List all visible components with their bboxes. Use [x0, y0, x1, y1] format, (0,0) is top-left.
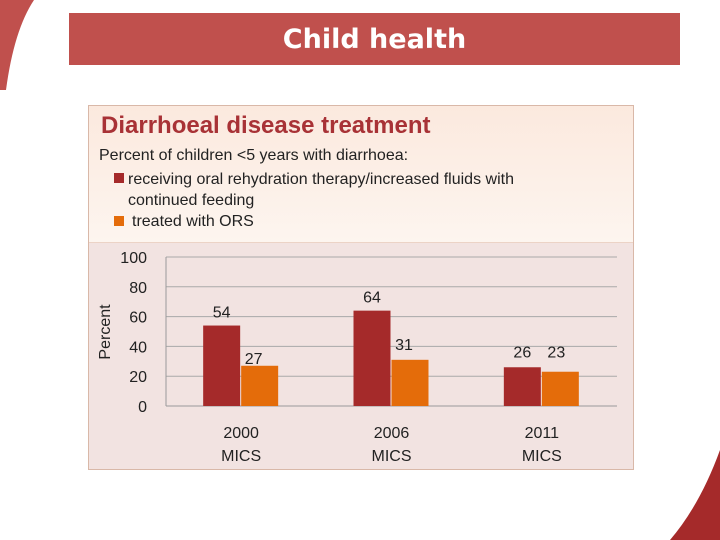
bar-ors	[391, 359, 429, 406]
chart-panel: Diarrhoeal disease treatment Percent of …	[88, 105, 634, 470]
bar-ors	[541, 371, 579, 406]
slide-title: Child health	[282, 23, 467, 55]
y-axis-label: Percent	[97, 304, 114, 360]
x-tick-label: 2011	[525, 425, 560, 442]
legend-label-ort: receiving oral rehydration therapy/incre…	[128, 171, 514, 209]
x-tick-label: 2000	[223, 425, 259, 442]
x-tick-label: 2006	[374, 425, 410, 442]
y-tick-label: 20	[129, 369, 147, 386]
chart-title: Diarrhoeal disease treatment	[101, 112, 431, 139]
data-label: 27	[245, 351, 263, 368]
y-tick-label: 80	[129, 280, 147, 297]
slide-corner-decoration-left	[0, 0, 34, 90]
data-label: 64	[363, 290, 381, 307]
bar-ors	[241, 365, 279, 406]
x-tick-label: MICS	[372, 448, 412, 465]
legend-swatch-ort	[114, 173, 124, 183]
data-label: 54	[213, 305, 231, 322]
slide-title-bar: Child health	[69, 13, 680, 65]
bar-ort	[203, 325, 241, 406]
x-tick-label: MICS	[221, 448, 261, 465]
bar-ort	[353, 310, 391, 406]
y-tick-label: 60	[129, 310, 147, 327]
y-tick-label: 0	[138, 399, 147, 416]
x-tick-label: MICS	[522, 448, 562, 465]
legend-label-ors: treated with ORS	[132, 213, 254, 230]
data-label: 23	[547, 344, 565, 361]
y-tick-label: 100	[120, 250, 147, 267]
chart-subtitle: Percent of children <5 years with diarrh…	[99, 147, 409, 164]
data-label: 31	[395, 337, 413, 354]
legend-swatch-ors	[114, 216, 124, 226]
bar-ort	[503, 367, 541, 406]
chart-header: Diarrhoeal disease treatment Percent of …	[89, 106, 633, 243]
data-label: 26	[513, 344, 531, 361]
bar-chart: 0 20 40 60 80 100 Percent 54 27 2000 MICS 64 31 2006 M…	[97, 250, 617, 465]
slide-corner-decoration-right	[670, 450, 720, 540]
y-tick-label: 40	[129, 339, 147, 356]
